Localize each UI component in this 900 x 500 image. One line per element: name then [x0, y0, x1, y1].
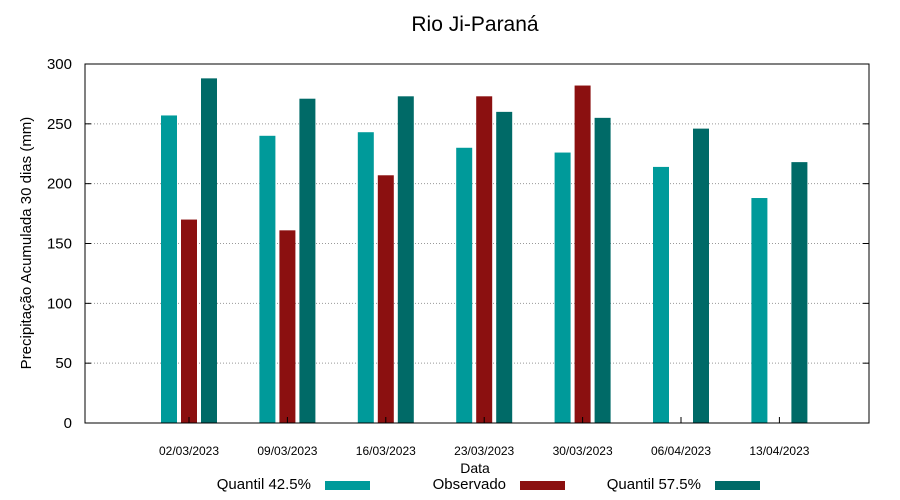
bar: [181, 219, 197, 423]
y-tick-label: 50: [55, 355, 72, 372]
bar: [693, 128, 709, 423]
bar: [653, 166, 669, 423]
x-tick-label: 16/03/2023: [356, 444, 416, 458]
legend: Quantil 42.5% Observado Quantil 57.5%: [217, 476, 760, 493]
y-tick-label: 300: [47, 56, 72, 73]
x-tick-label: 30/03/2023: [553, 444, 613, 458]
chart-title: Rio Ji-Paraná: [411, 13, 539, 36]
bar: [259, 135, 276, 424]
x-tick-label: 09/03/2023: [257, 444, 317, 458]
y-tick-label: 150: [47, 236, 72, 253]
bar: [377, 175, 394, 423]
x-axis-ticks: 02/03/2023 09/03/2023 16/03/2023 23/03/2023…: [159, 417, 810, 458]
bar: [574, 85, 591, 423]
bar: [496, 111, 513, 423]
legend-swatch: [325, 481, 370, 490]
y-tick-label: 250: [47, 116, 72, 133]
bar: [456, 147, 473, 423]
plot-frame: [84, 63, 870, 424]
bar: [201, 78, 217, 424]
y-tick-label: 200: [47, 176, 72, 193]
x-tick-label: 13/04/2023: [749, 444, 809, 458]
x-tick-label: 23/03/2023: [454, 444, 514, 458]
bar: [476, 96, 493, 423]
bar: [279, 230, 296, 423]
x-tick-label: 02/03/2023: [159, 444, 219, 458]
legend-swatch: [715, 481, 760, 490]
bar: [161, 115, 177, 423]
bar: [594, 117, 611, 423]
y-tick-label: 100: [47, 295, 72, 312]
legend-label: Quantil 42.5%: [217, 476, 311, 493]
legend-label: Quantil 57.5%: [607, 476, 701, 493]
x-axis-label: Data: [460, 460, 490, 476]
y-tick-label: 0: [64, 415, 72, 432]
bar: [397, 96, 414, 423]
bar: [357, 132, 374, 423]
bar: [299, 98, 316, 423]
y-axis-label: Precipitação Acumulada 30 dias (mm): [18, 117, 35, 370]
x-tick-label: 06/04/2023: [651, 444, 711, 458]
bar: [791, 162, 808, 424]
y-axis-ticks: 0 50 100 150 200 250 300: [47, 56, 869, 432]
bars: [161, 78, 808, 424]
legend-swatch: [520, 481, 565, 490]
legend-label: Observado: [433, 476, 506, 493]
bar: [554, 152, 571, 423]
bar: [751, 198, 768, 423]
